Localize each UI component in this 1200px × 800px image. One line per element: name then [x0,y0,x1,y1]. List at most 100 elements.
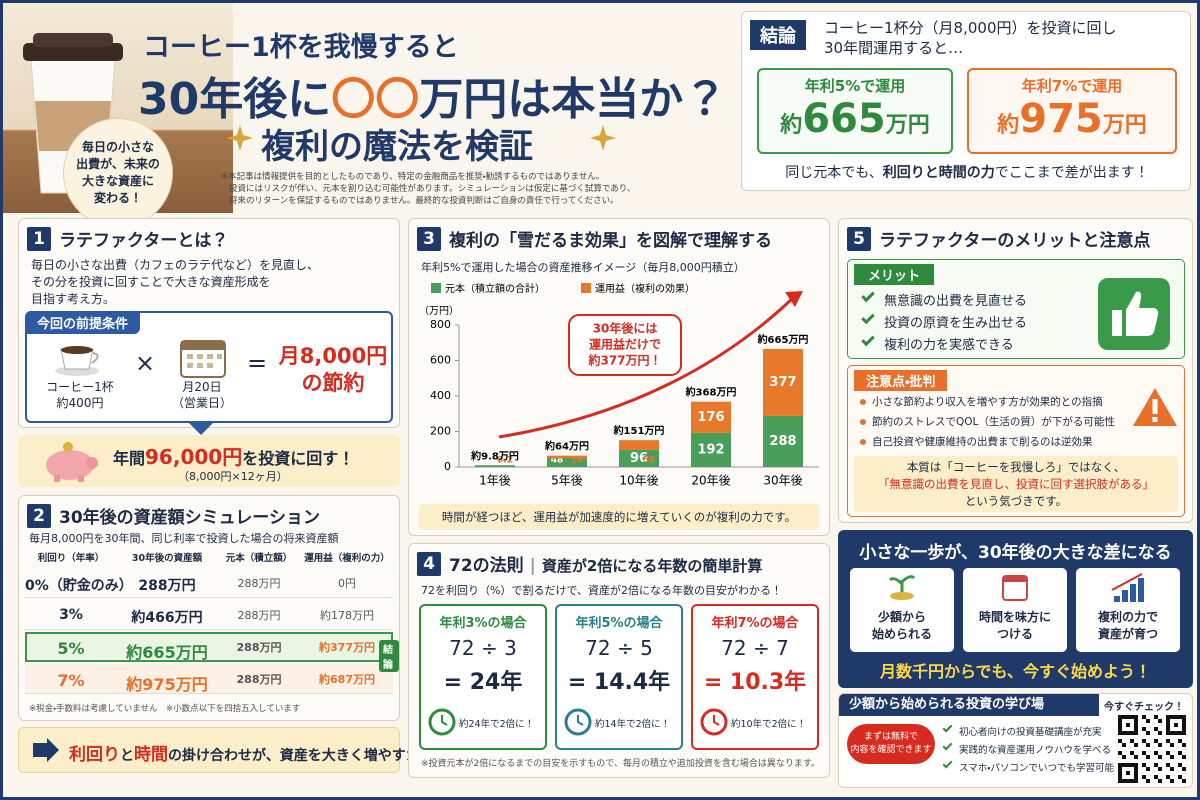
qr-module [1122,779,1126,783]
qr-module [1122,731,1126,735]
table-header-cell: 30年後の資産額 [131,553,203,564]
section-title: 複利の「雪だるま効果」を図解で理解する [449,231,772,251]
merit-item: 無意識の出費を見直せる [861,288,1027,309]
qr-module [1166,763,1170,767]
equals-sign: = [247,349,268,377]
table-cell: 約665万円 [126,643,208,662]
cta-card-line: 時間を味方に [978,610,1051,624]
qr-module [1142,751,1146,755]
qr-module [1182,755,1186,759]
conclusion-footer: 同じ元本でも、利回りと時間の力でここまで差が出ます！ [742,162,1192,182]
learning-item: 初心者向けの投資基礎講座が充実 [942,722,1102,738]
table-row [25,600,393,630]
rule-heading: 年利3%の場合 [439,616,527,631]
bullet [860,399,866,405]
qr-module [1158,779,1162,783]
qr-module [1146,743,1150,747]
cta-card: 時間を味方に つける [963,568,1067,652]
segment-label: 176 [697,410,724,425]
conclusion-text: コーヒー1杯分（月8,000円）を投資に回し 30年間運用すると… [824,18,1117,58]
x-tick-label: 1年後 [479,474,511,488]
learning-box: 少額から始められる投資の学び場 今すぐチェック！ まずは無料で 内容を確認できま… [838,693,1193,788]
qr-module [1154,715,1158,719]
qr-module [1166,715,1170,719]
growth-bar [1138,578,1144,602]
qr-module [1122,715,1126,719]
qr-module [1126,763,1130,767]
qr-module [1154,739,1158,743]
conditions-label: 今回の前提条件 [25,311,141,334]
rule-title: 72の法則 [449,556,524,576]
qr-module [1118,763,1122,767]
qr-module [1174,731,1178,735]
qr-module [1178,763,1182,767]
total-label: 約9.8万円 [470,449,519,462]
total-label: 約151万円 [613,424,665,437]
qr-module [1182,767,1186,771]
qr-module [1154,775,1158,779]
table-row [25,568,393,598]
cta-slogan: 月数千円からでも、今すぐ始めよう！ [879,662,1152,681]
qr-module [1118,775,1122,779]
total-label: 約64万円 [544,440,589,453]
days-line: 月20日 [182,380,222,394]
qr-module [1134,731,1138,735]
bar-segment [547,455,587,459]
qr-module [1166,751,1170,755]
qr-module [1134,755,1138,759]
learning-button[interactable]: まずは無料で 内容を確認できます [847,724,935,764]
qr-module [1146,719,1150,723]
badge-line: 毎日の小さな [81,140,154,154]
calendar-top [1003,576,1027,582]
qr-module [1142,715,1146,719]
qr-module [1182,779,1186,783]
coin [890,592,914,600]
qr-module [1118,751,1122,755]
table-cell: 288万円 [236,673,282,686]
badge-line: 変わる！ [93,191,142,205]
amount-unit: 万円 [885,113,930,138]
conclusion-box: 結論 コーヒー1杯分（月8,000円）を投資に回し 30年間運用すると… 年利5… [741,11,1191,191]
section-number: 2 [27,504,51,528]
y-tick-label: 200 [430,425,451,438]
learning-text: スマホ・パソコンでいつでも学習可能 [959,763,1114,774]
trend-arrow [498,295,796,439]
qr-module [1146,767,1150,771]
qr-module [1134,779,1138,783]
qr-module [1174,723,1178,727]
qr-module [1178,751,1182,755]
rule-card: 年利7%の場合 72 ÷ 7 = 10.3年 約10年で2倍に！ [691,604,819,750]
check-mark [861,332,875,347]
y-tick-label: 800 [430,318,451,331]
saving-line: の節約 [301,371,365,395]
merit-label: メリット [854,264,935,285]
qr-module [1166,731,1170,735]
rule-card: 年利3%の場合 72 ÷ 3 = 24年 約24年で2倍に！ [419,604,547,750]
y-tick-label: 600 [430,354,451,367]
section-title: 30年後の資産額シミュレーション [59,508,320,528]
callout-line: 運用益だけで [589,337,661,352]
piggy-icon [46,442,98,482]
growth-bar [1130,584,1136,602]
qr-module [1170,755,1174,759]
sparkle [227,125,253,151]
legend-label: 運用益（複利の効果） [595,282,695,295]
rule-heading: 年利5%の場合 [575,616,663,631]
description-line: 目指す考え方。 [31,292,116,306]
badge-line: 大きな資産に [81,174,154,188]
qr-code[interactable] [1117,714,1187,784]
cta-card: 複利の力で 資産が育つ [1076,568,1180,652]
legend-label: 元本（積立額の合計） [445,282,545,295]
section-4: 4 72の法則 | 資産が2倍になる年数の簡単計算 72を利回り（%）で割るだけで、… [408,543,830,778]
qr-module [1126,715,1130,719]
x-tick-label: 30年後 [763,474,802,488]
result-heading: 年利7%で運用 [1021,77,1123,95]
segment-label: 16 [571,456,584,466]
qr-module [1118,715,1122,719]
amount-value: 665 [802,96,886,142]
legend-swatch [431,283,441,293]
sprout [888,575,916,592]
qr-module [1134,719,1138,723]
header-badge: 毎日の小さな 出費が、未来の 大きな資産に 変わる！ [63,118,173,228]
check-mark [942,740,953,751]
